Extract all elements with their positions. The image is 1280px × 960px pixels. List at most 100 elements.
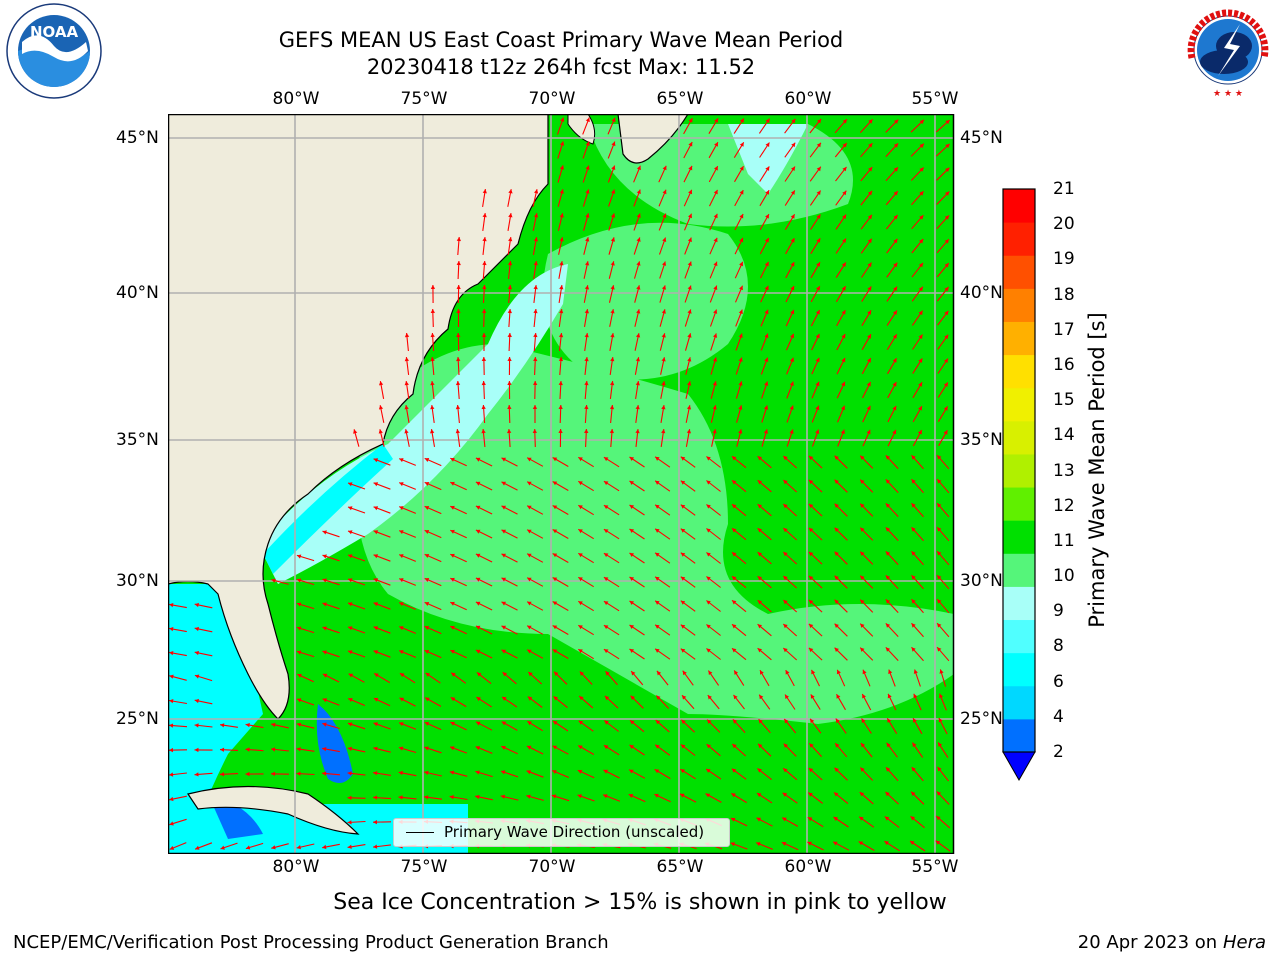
wave-direction-arrowhead: [765, 142, 770, 147]
wave-direction-arrowhead: [655, 504, 660, 509]
wave-direction-arrowhead: [507, 261, 513, 266]
wave-direction-arrowhead: [815, 381, 820, 387]
wave-direction-arrowhead: [732, 480, 737, 485]
wave-direction-arrowhead: [791, 166, 795, 171]
wave-direction-arrowhead: [271, 722, 276, 728]
wave-direction-arrowhead: [501, 529, 506, 534]
wave-direction-arrowhead: [661, 381, 666, 386]
wave-direction-arrowhead: [398, 795, 403, 800]
wave-direction-arrowhead: [322, 844, 327, 850]
wave-direction-arrowhead: [501, 721, 507, 726]
wave-direction-arrowhead: [296, 747, 301, 752]
lon-label-top-75w: 75°W: [400, 89, 448, 109]
wave-direction-arrowhead: [937, 503, 942, 508]
wave-direction-arrowhead: [655, 720, 661, 725]
wave-direction-arrowhead: [808, 503, 814, 509]
wave-direction-arrowhead: [450, 553, 455, 558]
lat-label-left-25n: 25°N: [116, 709, 159, 729]
wave-direction-arrowhead: [654, 769, 660, 774]
noaa-logo: NOAA: [6, 3, 102, 99]
wave-direction-arrowhead: [635, 429, 640, 434]
wave-direction-arrowhead: [783, 624, 788, 629]
wave-direction-arrowhead: [476, 672, 482, 677]
wave-direction-arrowhead: [911, 551, 916, 556]
wave-direction-arrowhead: [399, 626, 404, 631]
wave-direction-arrowhead: [169, 772, 174, 777]
colorbar-cell: [1003, 189, 1035, 223]
wave-direction-arrowhead: [892, 406, 897, 411]
wave-direction-arrowhead: [816, 190, 821, 195]
wave-direction-arrowhead: [861, 718, 866, 723]
wave-direction-arrowhead: [911, 455, 916, 460]
wave-direction-arrowhead: [507, 285, 513, 290]
wave-direction-arrowhead: [373, 771, 378, 776]
wave-direction-arrowhead: [603, 794, 608, 799]
wave-direction-arrowhead: [348, 506, 353, 511]
wave-direction-arrowhead: [885, 647, 891, 652]
wave-direction-arrowhead: [884, 816, 890, 821]
wave-direction-arrowhead: [430, 429, 435, 434]
wave-direction-arrowhead: [860, 623, 865, 628]
wave-direction-arrowhead: [455, 429, 460, 434]
wave-direction-arrowhead: [893, 238, 898, 244]
wave-direction-arrowhead: [662, 213, 667, 219]
wave-direction-arrowhead: [455, 405, 461, 410]
wave-direction-arrowhead: [449, 795, 454, 800]
wave-direction-arrowhead: [860, 599, 865, 604]
wave-direction-arrowhead: [475, 505, 481, 510]
wave-direction-arrowhead: [833, 841, 838, 846]
colorbar-tick-label: 4: [1053, 706, 1064, 727]
wave-direction-arrowhead: [885, 551, 891, 556]
wave-direction-arrowhead: [834, 503, 839, 508]
wave-direction-arrowhead: [450, 625, 455, 630]
colorbar-cell: [1003, 487, 1035, 521]
wave-direction-arrowhead: [764, 285, 769, 291]
wave-direction-arrowhead: [526, 794, 531, 799]
lon-label-bottom-70w: 70°W: [528, 857, 576, 877]
wave-direction-arrowhead: [688, 118, 693, 123]
lon-label-top-60w: 60°W: [784, 89, 832, 109]
wave-direction-arrowhead: [584, 309, 589, 314]
wave-direction-arrowhead: [169, 821, 174, 826]
wave-direction-arrowhead: [681, 719, 686, 725]
wave-direction-arrowhead: [661, 405, 666, 410]
wave-direction-arrowhead: [559, 213, 564, 218]
wave-direction-arrowhead: [919, 191, 924, 196]
colorbar-cell: [1003, 453, 1035, 488]
wave-direction-arrowhead: [245, 723, 250, 728]
wave-direction-arrowhead: [661, 285, 666, 290]
wave-direction-arrowhead: [841, 357, 846, 363]
wave-direction-arrowhead: [430, 309, 435, 313]
wave-direction-arrowhead: [782, 792, 788, 797]
lat-label-left-30n: 30°N: [116, 571, 159, 591]
wave-direction-arrowhead: [758, 719, 763, 724]
lon-label-top-80w: 80°W: [272, 89, 320, 109]
wave-direction-arrowhead: [943, 430, 948, 435]
colorbar-cell: [1003, 586, 1035, 621]
wave-direction-arrowhead: [527, 577, 532, 582]
lat-label-right-35n: 35°N: [960, 430, 1003, 450]
wave-direction-arrowhead: [610, 261, 615, 266]
wave-direction-arrowhead: [527, 601, 532, 606]
colorbar-tick-label: 9: [1053, 601, 1064, 622]
wave-direction-arrowhead: [937, 527, 942, 532]
wave-direction-arrowhead: [560, 141, 565, 146]
wave-direction-arrowhead: [661, 357, 666, 362]
wave-direction-arrowhead: [808, 768, 814, 773]
wave-direction-arrowhead: [348, 602, 353, 607]
wave-direction-arrowhead: [584, 285, 590, 290]
wave-direction-arrowhead: [918, 310, 923, 316]
lon-label-bottom-60w: 60°W: [784, 857, 832, 877]
wave-direction-arrowhead: [373, 578, 379, 583]
wave-direction-arrowhead: [763, 429, 768, 434]
wave-direction-arrowhead: [655, 624, 660, 629]
wave-direction-arrowhead: [399, 554, 404, 559]
colorbar-frame: [1002, 188, 1036, 753]
lat-label-left-40n: 40°N: [116, 283, 159, 303]
wave-direction-arrowhead: [935, 840, 941, 845]
wave-direction-arrowhead: [603, 625, 609, 630]
wave-direction-arrowhead: [296, 578, 302, 583]
lon-label-top-70w: 70°W: [528, 89, 576, 109]
wave-direction-arrowhead: [764, 357, 769, 362]
wave-direction-arrowhead: [629, 769, 634, 774]
